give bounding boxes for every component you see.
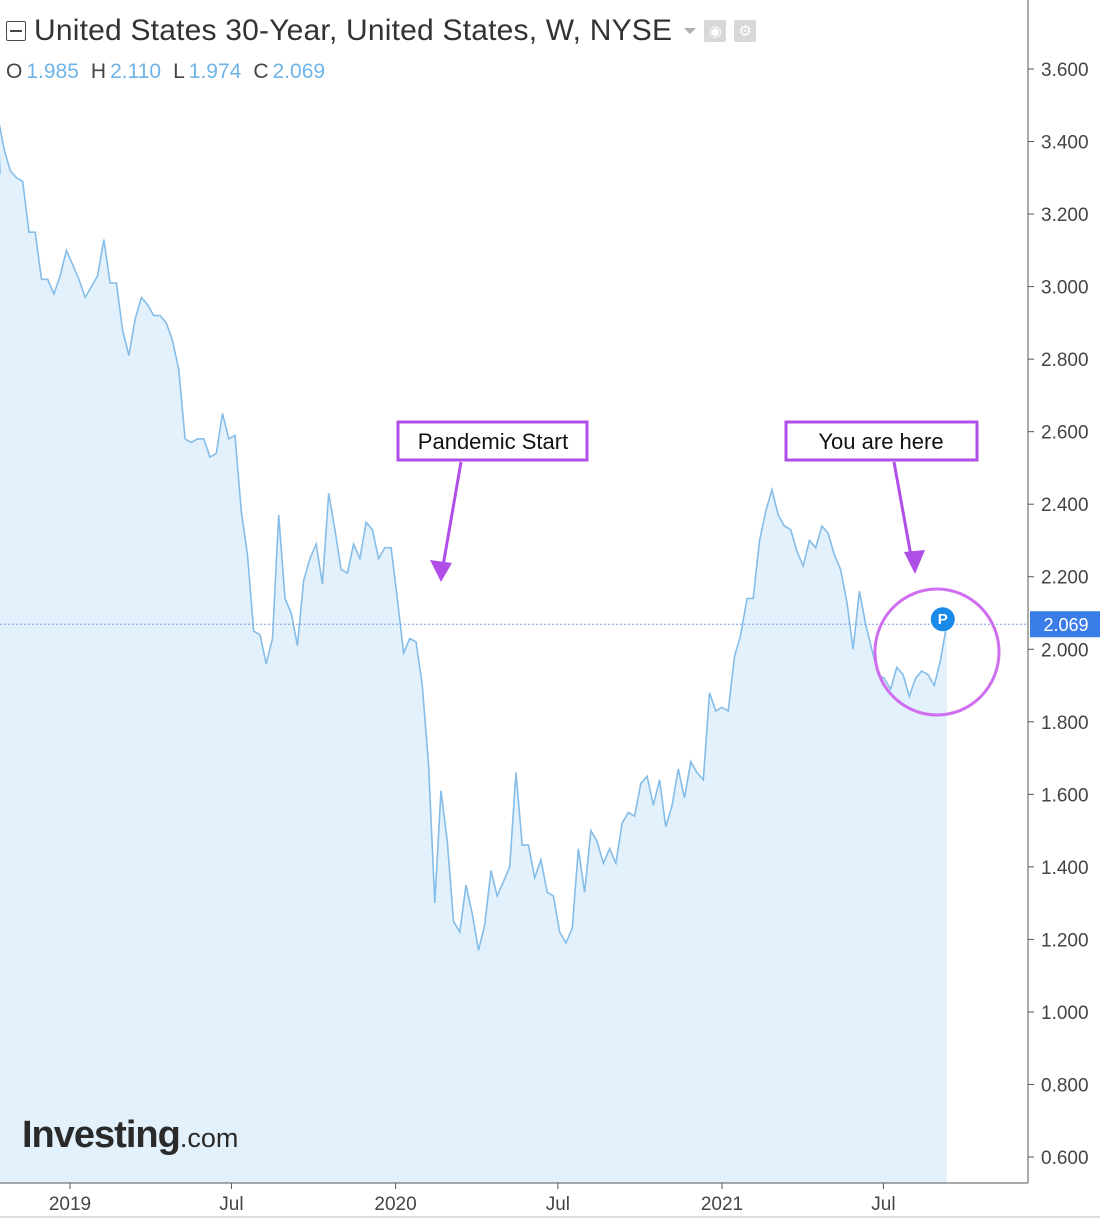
marker-circle[interactable] — [930, 607, 955, 632]
x-tick-label: Jul — [546, 1194, 570, 1215]
yield-area-fill — [0, 127, 947, 1183]
x-tick-label: 2019 — [49, 1194, 91, 1215]
annotation-you-are-here: You are here — [784, 420, 1001, 717]
highlight-circle — [873, 587, 1001, 717]
annotation-pandemic-start: Pandemic Start — [396, 420, 589, 582]
x-axis-ticks: 2019 Jul 2020 Jul 2021 Jul — [49, 1183, 896, 1215]
price-tag-background — [1030, 611, 1100, 638]
ohlc-low: L 1.974 — [173, 60, 242, 83]
ohlc-open: O 1.985 — [6, 60, 79, 83]
y-tick-label: 1.800 — [1041, 713, 1089, 734]
investing-logo: Investing.com — [22, 1114, 239, 1156]
y-tick-label: 2.000 — [1041, 640, 1089, 661]
y-tick-label: 2.400 — [1041, 495, 1089, 516]
price-tag-value: 2.069 — [1043, 615, 1088, 635]
y-tick-label: 1.000 — [1041, 1003, 1089, 1024]
annotation-arrow — [441, 461, 463, 567]
y-tick-label: 1.400 — [1041, 858, 1089, 879]
eye-icon[interactable]: ◉ — [704, 20, 727, 42]
ohlc-readout: O 1.985 H 2.110 L 1.974 C 2.069 — [6, 60, 325, 84]
annotation-label: Pandemic Start — [418, 429, 568, 454]
x-tick-label: Jul — [871, 1194, 895, 1215]
y-axis-ticks: 3.600 3.400 3.200 3.000 2.800 2.600 2.400 2.200… — [1028, 60, 1089, 1169]
annotation-arrowhead — [430, 560, 452, 582]
y-tick-label: 2.600 — [1041, 423, 1089, 444]
y-tick-label: 3.600 — [1041, 60, 1089, 81]
annotation-arrowhead — [904, 550, 925, 574]
y-tick-label: 2.200 — [1041, 568, 1089, 589]
gear-icon[interactable]: ⚙ — [734, 20, 757, 42]
y-tick-label: 3.000 — [1041, 278, 1089, 299]
position-marker[interactable]: P — [930, 607, 955, 632]
x-tick-label: 2021 — [701, 1194, 743, 1215]
collapse-icon[interactable] — [6, 21, 26, 41]
y-tick-label: 3.200 — [1041, 205, 1089, 226]
annotation-label: You are here — [818, 429, 943, 454]
y-tick-label: 1.600 — [1041, 785, 1089, 806]
y-tick-label: 1.200 — [1041, 930, 1089, 951]
marker-label: P — [938, 611, 948, 628]
series-line — [0, 123, 948, 951]
y-tick-label: 0.600 — [1041, 1148, 1089, 1169]
chart-title: United States 30-Year, United States, W,… — [34, 14, 673, 47]
annotation-box — [396, 420, 589, 462]
ohlc-high: H 2.110 — [90, 60, 162, 83]
ohlc-close: C 2.069 — [253, 60, 326, 83]
chart-header: United States 30-Year, United States, W,… — [6, 14, 757, 48]
y-tick-label: 3.400 — [1041, 133, 1089, 154]
x-tick-label: Jul — [219, 1194, 243, 1215]
y-tick-label: 2.800 — [1041, 350, 1089, 371]
current-price-tag: 2.069 — [1030, 611, 1100, 638]
x-tick-label: 2020 — [374, 1194, 416, 1215]
y-tick-label: 0.800 — [1041, 1075, 1089, 1096]
annotation-arrow — [892, 461, 913, 557]
chevron-down-icon[interactable] — [684, 28, 697, 34]
annotation-box — [784, 420, 979, 462]
